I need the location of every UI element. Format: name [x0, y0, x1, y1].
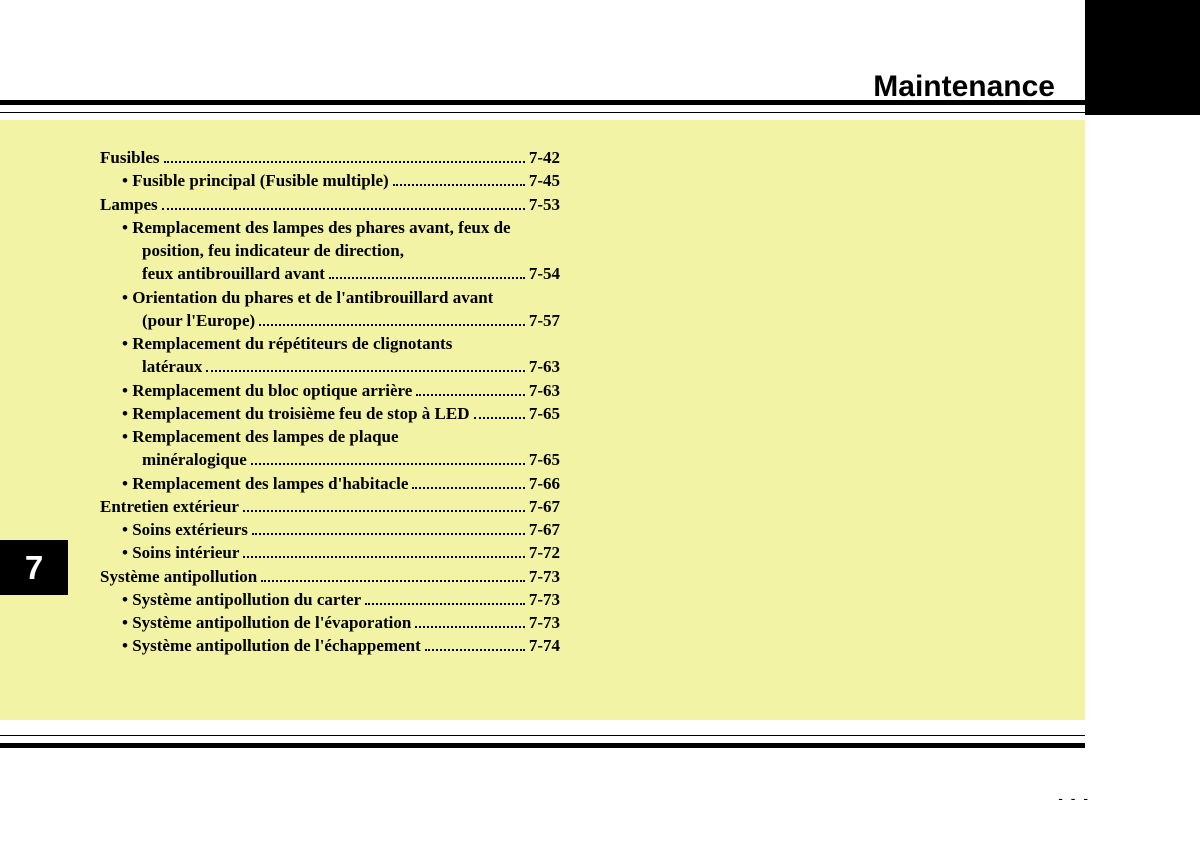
toc-leader-dots [243, 545, 524, 559]
toc-label: • Remplacement des lampes de plaque [122, 427, 399, 446]
toc-leader-dots [259, 312, 525, 326]
toc-entry: • Système antipollution de l'évaporation… [100, 612, 560, 633]
toc-page-ref: 7-73 [529, 612, 560, 633]
toc-entry: • Fusible principal (Fusible multiple) 7-… [100, 170, 560, 191]
toc-label: latéraux [100, 356, 202, 377]
toc-entry: feux antibrouillard avant 7-54 [100, 263, 560, 284]
toc-page-ref: 7-54 [529, 263, 560, 284]
table-of-contents: Fusibles7-42• Fusible principal (Fusible… [100, 145, 560, 659]
toc-page-ref: 7-66 [529, 473, 560, 494]
side-tab [1085, 0, 1200, 115]
toc-label: minéralogique [100, 449, 247, 470]
toc-leader-dots [251, 452, 525, 466]
toc-label: feux antibrouillard avant [100, 263, 325, 284]
toc-entry: • Remplacement du troisième feu de stop … [100, 403, 560, 424]
toc-label: Lampes [100, 194, 158, 215]
toc-page-ref: 7-67 [529, 519, 560, 540]
toc-entry: (pour l'Europe) 7-57 [100, 310, 560, 331]
toc-label: • Système antipollution du carter [100, 589, 361, 610]
toc-leader-dots [416, 382, 524, 396]
toc-line: • Remplacement des lampes de plaque [100, 426, 560, 447]
toc-leader-dots [162, 196, 525, 210]
rule-thick-bottom [0, 743, 1085, 748]
toc-label: (pour l'Europe) [100, 310, 255, 331]
toc-label: • Remplacement des lampes des phares ava… [122, 218, 511, 237]
toc-leader-dots [252, 521, 525, 535]
toc-label: position, feu indicateur de direction, [142, 241, 404, 260]
toc-label: • Remplacement du répétiteurs de clignot… [122, 334, 452, 353]
manual-page: Maintenance Fusibles7-42• Fusible princi… [0, 0, 1200, 855]
toc-leader-dots [425, 638, 525, 652]
toc-page-ref: 7-53 [529, 194, 560, 215]
toc-leader-dots [329, 266, 525, 280]
rule-thin-bottom [0, 735, 1085, 736]
toc-entry: Lampes 7-53 [100, 194, 560, 215]
toc-page-ref: 7-67 [529, 496, 560, 517]
toc-leader-dots [415, 614, 525, 628]
toc-entry: • Remplacement du bloc optique arrière 7-… [100, 380, 560, 401]
toc-entry: Fusibles 7-42 [100, 147, 560, 168]
toc-entry: • Système antipollution de l'échappement… [100, 635, 560, 656]
toc-page-ref: 7-73 [529, 566, 560, 587]
toc-leader-dots [261, 568, 525, 582]
toc-entry: • Soins extérieurs 7-67 [100, 519, 560, 540]
toc-label: • Soins extérieurs [100, 519, 248, 540]
toc-label: • Remplacement des lampes d'habitacle [100, 473, 408, 494]
toc-page-ref: 7-74 [529, 635, 560, 656]
toc-line: • Orientation du phares et de l'antibrou… [100, 287, 560, 308]
toc-page-ref: 7-57 [529, 310, 560, 331]
toc-page-ref: 7-63 [529, 356, 560, 377]
chapter-number-badge: 7 [0, 540, 68, 595]
rule-thin-top [0, 112, 1085, 113]
toc-label: • Remplacement du bloc optique arrière [100, 380, 412, 401]
toc-line: • Remplacement du répétiteurs de clignot… [100, 333, 560, 354]
toc-label: Système antipollution [100, 566, 257, 587]
toc-leader-dots [164, 149, 525, 163]
toc-page-ref: 7-65 [529, 403, 560, 424]
footer-page-marker: - - - [1058, 790, 1090, 806]
toc-line: position, feu indicateur de direction, [100, 240, 560, 261]
toc-page-ref: 7-63 [529, 380, 560, 401]
toc-page-ref: 7-42 [529, 147, 560, 168]
chapter-title: Maintenance [873, 70, 1055, 104]
toc-entry: Entretien extérieur 7-67 [100, 496, 560, 517]
toc-page-ref: 7-72 [529, 542, 560, 563]
toc-label: Fusibles [100, 147, 160, 168]
toc-label: • Système antipollution de l'échappement [100, 635, 421, 656]
toc-entry: • Remplacement des lampes d'habitacle 7-6… [100, 473, 560, 494]
chapter-number: 7 [25, 549, 43, 587]
toc-line: • Remplacement des lampes des phares ava… [100, 217, 560, 238]
toc-label: • Soins intérieur [100, 542, 239, 563]
toc-leader-dots [393, 173, 525, 187]
toc-leader-dots [412, 475, 524, 489]
toc-entry: • Soins intérieur 7-72 [100, 542, 560, 563]
toc-leader-dots [243, 498, 525, 512]
toc-page-ref: 7-73 [529, 589, 560, 610]
toc-leader-dots [365, 591, 525, 605]
toc-label: Entretien extérieur [100, 496, 239, 517]
toc-leader-dots [474, 405, 525, 419]
toc-page-ref: 7-65 [529, 449, 560, 470]
toc-entry: • Système antipollution du carter 7-73 [100, 589, 560, 610]
toc-entry: minéralogique 7-65 [100, 449, 560, 470]
toc-page-ref: 7-45 [529, 170, 560, 191]
toc-label: • Fusible principal (Fusible multiple) [100, 170, 389, 191]
toc-entry: Système antipollution 7-73 [100, 566, 560, 587]
toc-entry: latéraux 7-63 [100, 356, 560, 377]
toc-label: • Remplacement du troisième feu de stop … [100, 403, 470, 424]
toc-label: • Orientation du phares et de l'antibrou… [122, 288, 493, 307]
toc-leader-dots [206, 359, 524, 373]
toc-label: • Système antipollution de l'évaporation [100, 612, 411, 633]
